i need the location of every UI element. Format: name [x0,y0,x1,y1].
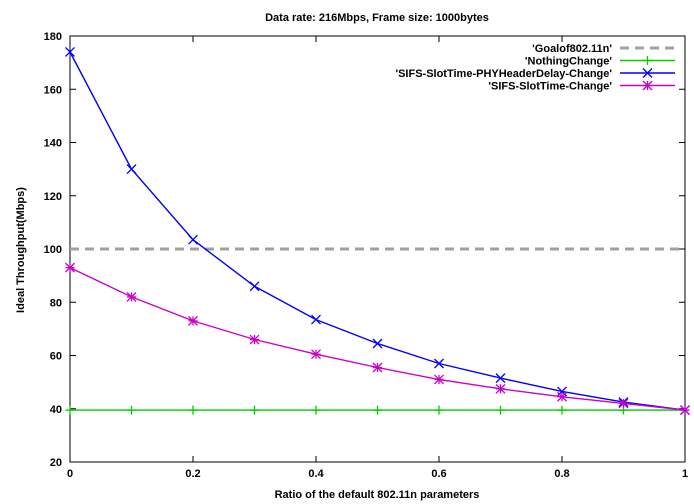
data-point [311,405,321,415]
legend: 'Goalof802.11n''NothingChange''SIFS-Slot… [395,43,675,93]
chart-title: Data rate: 216Mbps, Frame size: 1000byte… [265,12,489,24]
plot-area: 20 40 60 80 100 120 140 160 180 0 0.2 0.4 0.6 0.8 1 [44,31,690,480]
data-point [495,373,506,384]
y-tick-label: 20 [50,457,62,469]
y-axis-label: Ideal Throughput(Mbps) [15,187,27,313]
data-point [642,80,653,91]
y-tick-label: 160 [44,84,62,96]
data-point [618,398,629,409]
data-point [643,56,652,65]
x-tick-label: 0.8 [554,468,569,480]
data-point [126,291,137,302]
data-point [372,362,383,373]
data-point [372,338,383,349]
data-point [642,68,653,78]
y-tick-label: 60 [50,351,62,363]
data-point [188,315,198,326]
legend-label-1: 'NothingChange' [525,56,612,68]
data-point [249,281,260,292]
x-tick-label: 0.4 [308,468,324,480]
data-point [188,405,198,415]
data-point [65,405,75,415]
data-point [249,334,260,345]
data-point [434,405,444,415]
data-point [434,358,444,369]
legend-label-0: 'Goalof802.11n' [532,43,612,55]
data-point [65,47,75,57]
x-axis-label: Ratio of the default 802.11n parameters [275,489,480,501]
data-point [495,383,506,394]
x-tick-label: 0 [67,468,73,480]
y-tick-label: 40 [50,404,62,416]
x-tick-label: 0.2 [185,468,200,480]
data-point [311,349,321,360]
series-line-3 [69,266,686,411]
data-point [126,164,137,175]
data-point [557,405,567,415]
legend-label-2: 'SIFS-SlotTime-PHYHeaderDelay-Change' [395,68,612,80]
x-tick-label: 1 [682,468,688,480]
x-tick-label: 0.6 [431,468,446,480]
data-point [311,314,321,325]
y-tick-label: 120 [44,191,62,203]
data-point [65,262,75,273]
y-tick-label: 100 [44,244,62,256]
data-point [373,405,382,415]
data-point [496,405,505,415]
y-tick-label: 140 [44,138,62,150]
y-tick-label: 180 [44,31,62,43]
legend-label-3: 'SIFS-SlotTime-Change' [488,81,612,93]
data-point [434,374,444,385]
data-point [127,405,136,415]
data-point [250,405,259,415]
series-line-2 [69,51,686,411]
data-point [680,405,690,416]
data-point [557,391,567,402]
data-point [188,234,198,245]
y-tick-label: 80 [50,297,62,309]
